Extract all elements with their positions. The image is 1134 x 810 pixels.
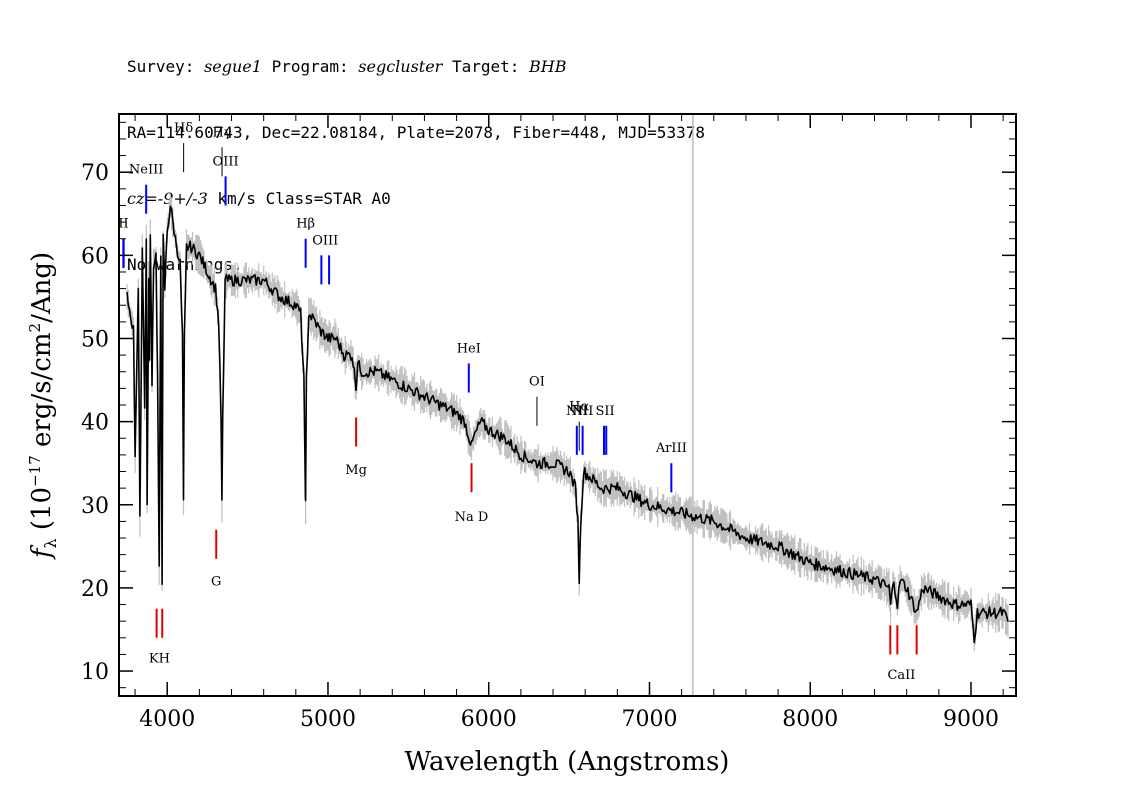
x-axis-title: Wavelength (Angstroms)	[405, 747, 730, 777]
cz-label: cz	[127, 189, 145, 208]
spectrum-header: Survey: segue1 Program: segcluster Targe…	[127, 12, 705, 298]
cz-rest: km/s Class=STAR A0	[207, 189, 391, 208]
y-tick-label: 50	[81, 327, 109, 352]
y-tick-label: 10	[81, 660, 109, 685]
x-tick-label: 4000	[139, 707, 195, 732]
line-marker-label: Na D	[455, 510, 489, 525]
line-marker-label: HeI	[457, 341, 481, 356]
line-marker-label: Hδ	[174, 121, 193, 136]
y-tick-label: 30	[81, 494, 109, 519]
y-axis-mid: erg/s/cm	[27, 332, 57, 455]
line-marker-label: OIII	[312, 233, 338, 248]
y-axis-sub: λ	[41, 538, 60, 548]
program-key: Program:	[261, 57, 359, 76]
x-tick-label: 7000	[621, 707, 677, 732]
survey-key: Survey:	[127, 57, 205, 76]
line-marker-label: OI	[529, 375, 545, 390]
line-marker-label: Hβ	[296, 217, 315, 232]
error-band	[126, 193, 1009, 652]
cz-value: =-9+/-3	[144, 189, 208, 208]
line-marker-label: Mg	[345, 463, 367, 478]
survey-value: segue1	[204, 57, 262, 76]
header-line-redshift: cz=-9+/-3 km/s Class=STAR A0	[127, 188, 705, 210]
line-marker-label: SII	[596, 404, 615, 419]
y-axis-exp: −17	[26, 455, 44, 487]
line-marker-label: Hα	[569, 400, 589, 415]
program-value: segcluster	[358, 57, 443, 76]
line-marker-label: NeIII	[129, 163, 163, 178]
axis-ticks: 4000 5000 6000 7000 8000 9000 10 20 30 40 50 60 70	[81, 114, 1016, 732]
line-marker-label: ArIII	[655, 441, 687, 456]
x-tick-label: 9000	[943, 707, 999, 732]
line-marker-label: KH	[149, 652, 170, 667]
y-tick-label: 40	[81, 411, 109, 436]
line-marker-label: NII	[566, 404, 588, 419]
line-marker-label: NII	[572, 404, 594, 419]
target-value: BHB	[529, 57, 567, 76]
x-tick-label: 8000	[782, 707, 838, 732]
x-tick-label: 5000	[300, 707, 356, 732]
y-axis-post: /Ang)	[27, 252, 57, 323]
line-marker-label: OIII	[213, 154, 239, 169]
flux-series-path	[126, 205, 1009, 644]
line-marker-label: CaII	[887, 668, 915, 683]
y-tick-label: 20	[81, 577, 109, 602]
y-axis-title: fλ (10−17 erg/s/cm2/Ang)	[26, 252, 60, 560]
y-axis-pre: (10	[27, 487, 57, 539]
header-line-coordinates: RA=114.60743, Dec=22.08184, Plate=2078, …	[127, 123, 705, 142]
line-marker-label: Hγ	[212, 125, 231, 140]
y-tick-label: 60	[81, 244, 109, 269]
target-key: Target:	[442, 57, 530, 76]
header-line-survey: Survey: segue1 Program: segcluster Targe…	[127, 56, 705, 78]
x-tick-label: 6000	[461, 707, 517, 732]
line-marker-label: II	[118, 217, 128, 232]
line-marker-label: G	[211, 574, 221, 589]
flux-series	[126, 205, 1009, 644]
y-axis-exp2: 2	[26, 323, 44, 333]
error-band-path	[126, 193, 1009, 652]
y-tick-label: 70	[81, 161, 109, 186]
